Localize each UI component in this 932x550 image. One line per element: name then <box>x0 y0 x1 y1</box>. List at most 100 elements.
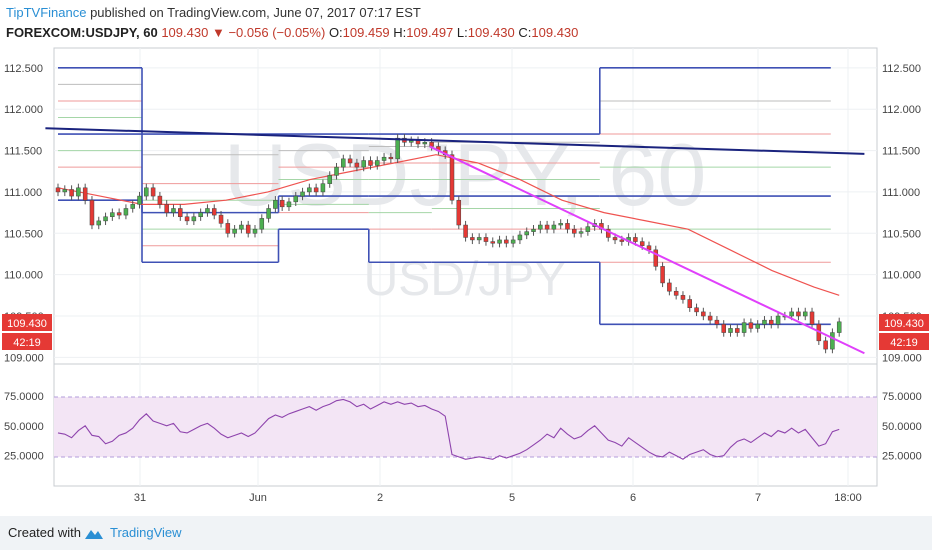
watermark-symbol: USDJPY, 60 <box>224 125 707 224</box>
candle <box>483 233 489 246</box>
candle-body <box>347 158 353 164</box>
candle-body <box>259 218 265 230</box>
candle-body <box>633 237 638 242</box>
rsi-tick-label-right: 50.0000 <box>882 421 922 433</box>
candle-body <box>110 212 115 218</box>
candle-body <box>96 220 102 226</box>
candle-body <box>334 166 339 176</box>
candle-body <box>205 208 210 213</box>
candle-body <box>395 137 400 160</box>
low-value: 109.430 <box>467 25 515 40</box>
rsi-line <box>57 398 840 460</box>
candle-body <box>184 216 190 222</box>
candle-body <box>103 216 108 222</box>
candle-body <box>660 266 665 284</box>
candle-body <box>341 158 346 168</box>
candle-body <box>714 319 720 325</box>
time-tick-label: 31 <box>134 492 146 504</box>
candle-body <box>802 311 808 317</box>
candle <box>232 225 237 238</box>
candle <box>802 307 808 321</box>
candle-body <box>769 319 774 325</box>
candle-body <box>164 204 169 213</box>
candle-body <box>470 237 475 241</box>
rsi-axis[interactable]: 75.0000 75.0000 50.0000 50.0000 25.0000 25.00… <box>4 391 922 463</box>
rsi-band <box>54 397 877 457</box>
candle <box>707 311 713 325</box>
candle-body <box>381 156 387 161</box>
publisher-name[interactable]: TipTVFinance <box>6 5 87 20</box>
tradingview-link[interactable]: TradingView <box>110 525 182 540</box>
candle-body <box>823 340 828 350</box>
candle <box>551 220 557 234</box>
candle-body <box>354 162 360 168</box>
candle <box>565 219 570 234</box>
candle-body <box>293 195 299 203</box>
chart-area[interactable]: USDJPY, 60 USD/JPY 112.500 112.000 111.500… <box>0 0 932 516</box>
published-text: published on TradingView.com, June 07, 2… <box>90 5 421 20</box>
candle <box>130 200 135 213</box>
candle <box>62 185 68 197</box>
price-tick-label-left: 109.000 <box>4 352 44 364</box>
candle <box>531 225 536 236</box>
candle-body <box>694 307 699 313</box>
candle-body <box>612 237 618 241</box>
countdown-badge-right <box>879 333 929 350</box>
candle <box>728 324 733 337</box>
tradingview-cloud-icon[interactable] <box>82 524 106 542</box>
candle <box>585 222 591 236</box>
price-tick-label-left: 110.500 <box>4 228 43 240</box>
candle <box>341 154 346 172</box>
candle-body <box>55 187 61 193</box>
candle <box>605 225 611 242</box>
candle-body <box>510 239 516 244</box>
candle-body <box>517 234 523 241</box>
candle-body <box>680 295 686 300</box>
trendline-downtrend <box>429 145 865 355</box>
candle-body <box>307 187 312 193</box>
candle <box>198 208 203 221</box>
candle-body <box>748 322 754 329</box>
price-badge-right-text: 109.430 <box>884 318 924 330</box>
candle <box>171 204 176 217</box>
time-axis[interactable]: 31 Jun 2 5 6 7 18:00 <box>134 492 862 504</box>
price-tick-label-right: 111.000 <box>882 187 920 199</box>
time-tick-label: 2 <box>377 492 383 504</box>
candle <box>504 235 509 248</box>
candle <box>123 204 129 220</box>
candle <box>762 316 767 329</box>
candle <box>103 212 108 226</box>
candle <box>245 220 251 238</box>
candle <box>313 183 319 197</box>
candle <box>191 212 197 226</box>
candle <box>300 187 305 201</box>
candle <box>259 214 265 234</box>
candle-body <box>524 231 529 236</box>
candle <box>116 208 122 220</box>
candle-body <box>483 237 489 242</box>
candle-body <box>728 328 733 333</box>
price-change: −0.056 (−0.05%) <box>228 25 326 40</box>
countdown-left-text: 42:19 <box>13 337 41 349</box>
candle-body <box>361 160 366 168</box>
candle-body <box>830 332 835 350</box>
candle <box>286 197 292 211</box>
candle-body <box>463 224 468 238</box>
candle <box>334 162 339 180</box>
rsi-tick-label-left: 50.0000 <box>4 421 44 433</box>
created-with-text: Created with <box>8 525 81 540</box>
candle-body <box>388 156 394 160</box>
candle <box>701 307 706 321</box>
candle-body <box>69 189 74 197</box>
candle-body <box>279 199 285 208</box>
candle <box>673 287 679 300</box>
price-tick-label-left: 112.000 <box>4 104 43 116</box>
candle <box>463 220 468 242</box>
candle-body <box>565 223 570 230</box>
candle-body <box>252 228 258 234</box>
candle-body <box>755 324 760 329</box>
trendline-resistance <box>45 127 865 155</box>
candle <box>205 204 210 217</box>
symbol-name: FOREXCOM:USDJPY, 60 <box>6 25 158 40</box>
candle-body <box>558 223 563 226</box>
